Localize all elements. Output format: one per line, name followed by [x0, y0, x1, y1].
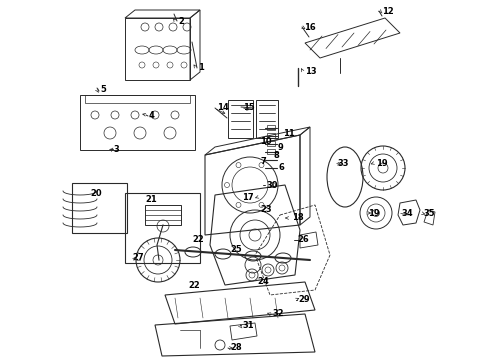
Text: 30: 30 — [266, 180, 277, 189]
Bar — [228, 100, 253, 138]
Text: 4: 4 — [149, 111, 155, 120]
Text: 22: 22 — [192, 235, 204, 244]
Text: 3: 3 — [113, 145, 119, 154]
Text: 19: 19 — [368, 208, 380, 217]
Text: 18: 18 — [292, 213, 304, 222]
Text: 35: 35 — [423, 208, 435, 217]
Text: 21: 21 — [145, 195, 157, 204]
Text: 9: 9 — [278, 144, 284, 153]
Text: 16: 16 — [304, 23, 316, 32]
Text: 23: 23 — [260, 206, 271, 215]
Text: 34: 34 — [401, 208, 413, 217]
Text: 8: 8 — [273, 150, 279, 159]
Text: 7: 7 — [260, 158, 266, 166]
Text: 26: 26 — [297, 235, 309, 244]
Text: 1: 1 — [198, 63, 204, 72]
Bar — [267, 141, 275, 146]
Bar — [267, 125, 275, 130]
Text: 32: 32 — [272, 310, 284, 319]
Text: 6: 6 — [278, 162, 284, 171]
Text: 15: 15 — [243, 104, 255, 112]
Bar — [72, 183, 127, 233]
Text: 2: 2 — [178, 18, 184, 27]
Text: 10: 10 — [260, 136, 271, 145]
Text: 13: 13 — [305, 68, 317, 77]
Bar — [125, 193, 200, 263]
Text: 28: 28 — [230, 343, 242, 352]
Text: 19: 19 — [376, 158, 388, 167]
Text: 33: 33 — [337, 158, 348, 167]
Text: 25: 25 — [230, 246, 242, 255]
Bar — [267, 149, 275, 154]
Text: 12: 12 — [382, 8, 394, 17]
Text: 31: 31 — [242, 321, 254, 330]
Text: 24: 24 — [257, 278, 269, 287]
Bar — [145, 205, 181, 225]
Text: 11: 11 — [283, 130, 295, 139]
Text: 14: 14 — [217, 104, 229, 112]
Bar — [267, 133, 275, 138]
Text: 20: 20 — [90, 189, 101, 198]
Text: 5: 5 — [100, 85, 106, 94]
Text: 29: 29 — [298, 296, 310, 305]
Text: 27: 27 — [132, 253, 144, 262]
Bar — [256, 100, 278, 138]
Text: 22: 22 — [188, 282, 200, 291]
Text: 17: 17 — [242, 193, 254, 202]
